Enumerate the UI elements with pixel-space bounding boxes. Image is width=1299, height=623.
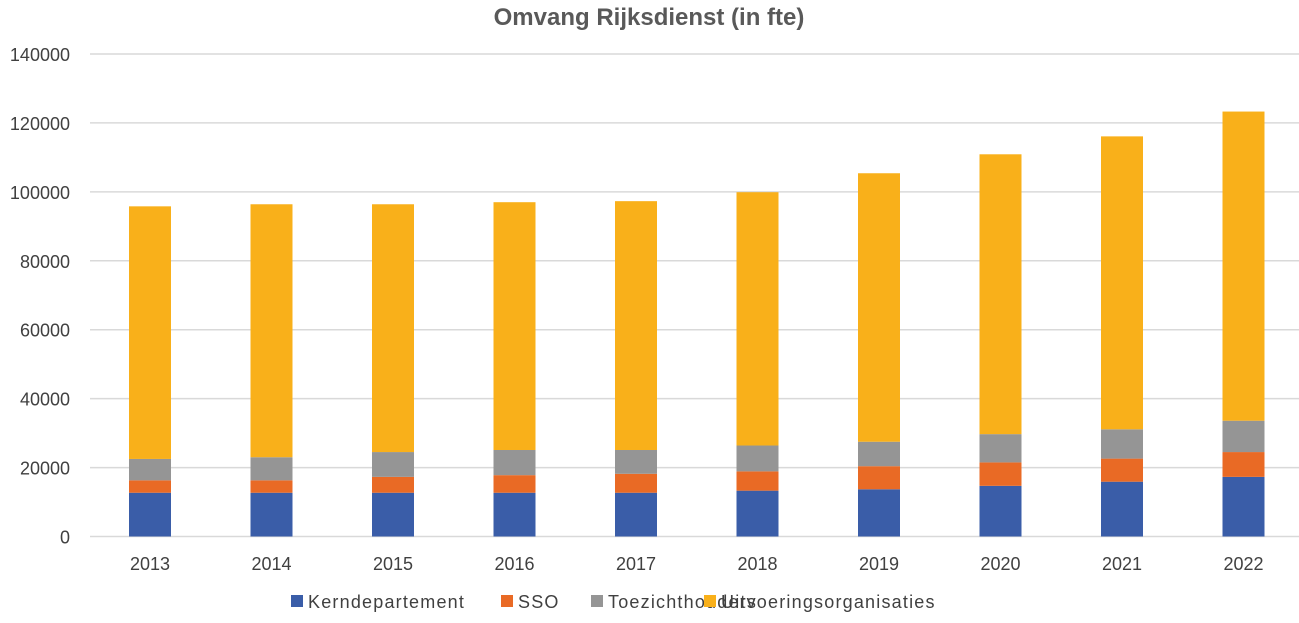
legend-label: Toezichthouders bbox=[608, 592, 757, 612]
bar-segment-toezichthouders bbox=[736, 445, 779, 472]
bar-segment-sso bbox=[736, 471, 779, 491]
legend-swatch bbox=[704, 595, 716, 607]
bar-segment-uitvoeringsorganisaties bbox=[858, 173, 900, 442]
bar-segment-toezichthouders bbox=[858, 441, 900, 467]
y-tick-label: 80000 bbox=[20, 252, 70, 272]
bar-segment-kerndepartement bbox=[1222, 476, 1265, 537]
bar-segment-kerndepartement bbox=[493, 492, 536, 537]
bar-segment-kerndepartement bbox=[615, 492, 657, 537]
bar-segment-sso bbox=[1222, 452, 1265, 477]
y-tick-label: 140000 bbox=[10, 45, 70, 65]
bar-segment-toezichthouders bbox=[372, 452, 414, 477]
bar-segment-uitvoeringsorganisaties bbox=[979, 154, 1022, 435]
y-tick-label: 60000 bbox=[20, 321, 70, 341]
legend-swatch bbox=[501, 595, 513, 607]
legend-swatch bbox=[291, 595, 303, 607]
bar-segment-kerndepartement bbox=[736, 490, 779, 537]
bar-segment-kerndepartement bbox=[250, 492, 293, 537]
y-tick-label: 120000 bbox=[10, 114, 70, 134]
bar-segment-sso bbox=[493, 475, 536, 493]
bar-segment-toezichthouders bbox=[1101, 429, 1143, 459]
bar-segment-toezichthouders bbox=[1222, 420, 1265, 453]
x-tick-label: 2016 bbox=[494, 554, 534, 574]
bar-segment-toezichthouders bbox=[129, 458, 171, 481]
bar-segment-uitvoeringsorganisaties bbox=[615, 201, 657, 450]
bar-segment-toezichthouders bbox=[493, 449, 536, 476]
bar-segment-uitvoeringsorganisaties bbox=[1101, 136, 1143, 430]
chart-title: Omvang Rijksdienst (in fte) bbox=[494, 4, 805, 31]
x-tick-label: 2014 bbox=[251, 554, 291, 574]
x-tick-label: 2017 bbox=[616, 554, 656, 574]
bar-segment-kerndepartement bbox=[372, 492, 414, 537]
y-tick-label: 0 bbox=[60, 528, 70, 548]
bar-segment-sso bbox=[250, 480, 293, 493]
bar-segment-sso bbox=[372, 476, 414, 493]
bar-segment-kerndepartement bbox=[129, 492, 171, 537]
bar-segment-toezichthouders bbox=[979, 434, 1022, 463]
y-tick-label: 100000 bbox=[10, 183, 70, 203]
bar-segment-sso bbox=[129, 480, 171, 493]
x-tick-label: 2022 bbox=[1223, 554, 1263, 574]
bar-segment-sso bbox=[1101, 458, 1143, 482]
bar-segment-uitvoeringsorganisaties bbox=[493, 202, 536, 450]
y-tick-label: 20000 bbox=[20, 459, 70, 479]
bar-segment-sso bbox=[615, 473, 657, 493]
bar-segment-kerndepartement bbox=[858, 489, 900, 537]
y-tick-label: 40000 bbox=[20, 390, 70, 410]
bar-segment-uitvoeringsorganisaties bbox=[250, 204, 293, 458]
bar-segment-toezichthouders bbox=[615, 449, 657, 474]
legend-label: SSO bbox=[518, 592, 560, 612]
bar-segment-sso bbox=[979, 462, 1022, 486]
x-tick-label: 2018 bbox=[737, 554, 777, 574]
bar-segment-kerndepartement bbox=[1101, 481, 1143, 537]
bar-segment-sso bbox=[858, 466, 900, 490]
bar-segment-uitvoeringsorganisaties bbox=[736, 192, 779, 446]
x-tick-label: 2015 bbox=[373, 554, 413, 574]
legend-label: Uitvoeringsorganisaties bbox=[721, 592, 936, 612]
x-tick-label: 2013 bbox=[130, 554, 170, 574]
legend-label: Kerndepartement bbox=[308, 592, 465, 612]
bar-segment-uitvoeringsorganisaties bbox=[372, 204, 414, 453]
bar-segment-uitvoeringsorganisaties bbox=[1222, 111, 1265, 421]
x-tick-label: 2021 bbox=[1102, 554, 1142, 574]
x-tick-label: 2019 bbox=[859, 554, 899, 574]
x-tick-label: 2020 bbox=[980, 554, 1020, 574]
legend-swatch bbox=[591, 595, 603, 607]
bar-segment-kerndepartement bbox=[979, 485, 1022, 537]
bar-segment-uitvoeringsorganisaties bbox=[129, 206, 171, 459]
bar-segment-toezichthouders bbox=[250, 457, 293, 481]
